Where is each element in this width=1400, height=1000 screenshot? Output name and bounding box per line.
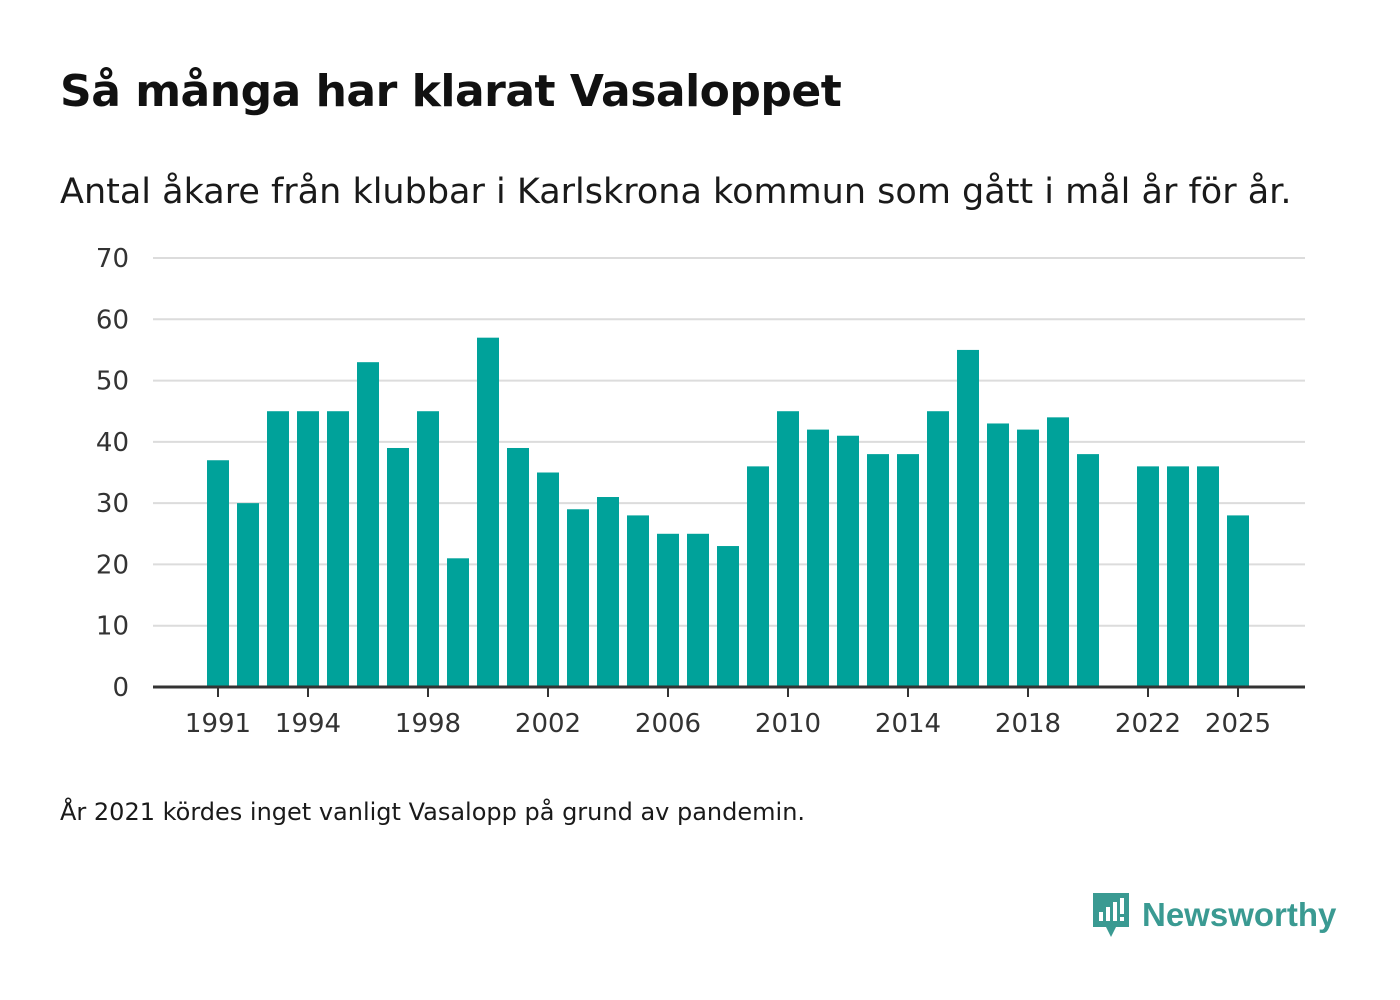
bar-1994 [297,411,319,687]
bar-1995 [327,411,349,687]
bar-2018 [1017,429,1039,687]
bar-1991 [207,460,229,687]
chart-title: Så många har klarat Vasaloppet [60,66,842,117]
y-tick-label-50: 50 [96,367,129,397]
y-tick-label-30: 30 [96,489,129,519]
newsworthy-logo-icon [1093,893,1129,937]
bar-2023 [1167,466,1189,687]
y-tick-label-0: 0 [112,673,129,703]
bar-2002 [537,472,559,687]
bar-2025 [1227,515,1249,687]
y-tick-label-10: 10 [96,612,129,642]
bar-2022 [1137,466,1159,687]
y-tick-label-70: 70 [96,244,129,274]
bar-2014 [897,454,919,687]
bar-1998 [417,411,439,687]
bar-2012 [837,435,859,687]
brand-logo: Newsworthy [1090,890,1336,940]
bar-2003 [567,509,589,687]
bar-1997 [387,447,409,687]
bar-1999 [447,558,469,687]
x-tick-label-2002: 2002 [515,709,581,739]
bar-2005 [627,515,649,687]
bar-2001 [507,447,529,687]
axes: 0 10 20 30 40 50 60 70 1991 1994 1998 2002 2006 2010 2… [96,244,1305,739]
bar-2004 [597,497,619,687]
bar-2011 [807,429,829,687]
x-tick-label-2022: 2022 [1115,709,1181,739]
bar-2013 [867,454,889,687]
bar-2000 [477,337,499,687]
bar-2015 [927,411,949,687]
footnote: År 2021 kördes inget vanligt Vasalopp på… [60,798,806,826]
bar-chart: 0 10 20 30 40 50 60 70 1991 1994 1998 2002 2006 2010 2… [96,244,1305,739]
y-tick-label-60: 60 [96,305,129,335]
y-tick-label-40: 40 [96,428,129,458]
brand-name: Newsworthy [1142,896,1337,933]
x-tick-label-2010: 2010 [755,709,821,739]
x-tick-label-1991: 1991 [185,709,251,739]
x-tick-label-2014: 2014 [875,709,941,739]
bar-2017 [987,423,1009,687]
bar-1996 [357,362,379,687]
x-tick-label-2018: 2018 [995,709,1061,739]
x-tick-label-2025: 2025 [1205,709,1271,739]
bar-2010 [777,411,799,687]
bar-2019 [1047,417,1069,687]
bars [207,337,1249,687]
chart-subtitle: Antal åkare från klubbar i Karlskrona ko… [60,172,1292,212]
bar-2006 [657,533,679,687]
bar-2008 [717,546,739,687]
x-tick-label-1998: 1998 [395,709,461,739]
x-tick-label-1994: 1994 [275,709,341,739]
bar-2024 [1197,466,1219,687]
bar-1993 [267,411,289,687]
bar-1992 [237,503,259,687]
bar-2007 [687,533,709,687]
bar-2020 [1077,454,1099,687]
bar-2009 [747,466,769,687]
bar-2016 [957,349,979,687]
x-tick-label-2006: 2006 [635,709,701,739]
y-tick-label-20: 20 [96,550,129,580]
